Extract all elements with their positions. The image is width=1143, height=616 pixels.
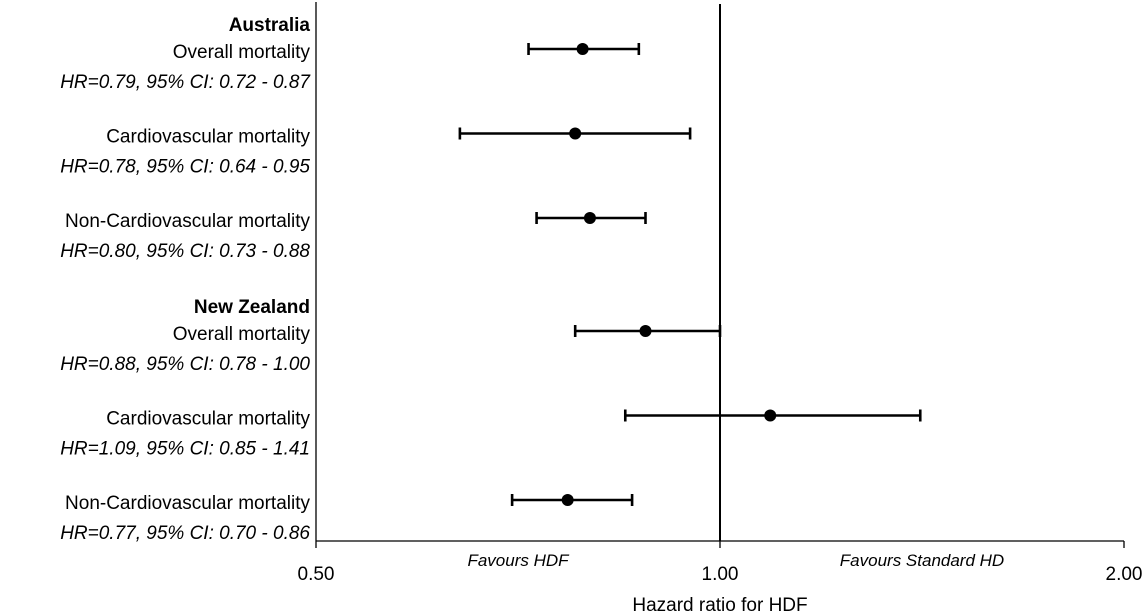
row-label: Overall mortality: [173, 324, 311, 345]
x-tick-label: 0.50: [298, 564, 335, 585]
row-labels: Australia Overall mortality HR=0.79, 95% C…: [60, 15, 311, 544]
plot-frame: [315, 2, 1124, 542]
annotation-favours-hdf: Favours HDF: [467, 551, 570, 570]
chart-marks: [458, 43, 922, 506]
hr-stat-label: HR=0.88, 95% CI: 0.78 - 1.00: [60, 354, 310, 375]
row-label: Overall mortality: [173, 42, 311, 63]
x-tick-label: 1.00: [702, 564, 739, 585]
hr-point: [583, 212, 596, 224]
x-axis-label: Hazard ratio for HDF: [632, 595, 807, 616]
hr-point: [764, 409, 777, 422]
hr-point: [569, 127, 582, 140]
hr-stat-label: HR=0.77, 95% CI: 0.70 - 0.86: [60, 523, 310, 544]
x-axis: 0.50 1.00 2.00 Favours HDF Favours Standard …: [298, 541, 1143, 616]
hr-point: [576, 43, 589, 55]
row-label: Cardiovascular mortality: [106, 127, 310, 148]
hr-stat-label: HR=1.09, 95% CI: 0.85 - 1.41: [60, 439, 310, 460]
hr-point: [639, 325, 652, 337]
group-heading: New Zealand: [194, 297, 310, 318]
x-tick-label: 2.00: [1106, 564, 1143, 585]
hr-point: [561, 494, 574, 506]
hr-stat-label: HR=0.79, 95% CI: 0.72 - 0.87: [60, 72, 311, 93]
group-heading: Australia: [229, 15, 311, 36]
row-label: Cardiovascular mortality: [106, 409, 310, 430]
row-label: Non-Cardiovascular mortality: [65, 493, 310, 514]
hr-stat-label: HR=0.80, 95% CI: 0.73 - 0.88: [60, 241, 310, 262]
hr-stat-label: HR=0.78, 95% CI: 0.64 - 0.95: [60, 157, 310, 178]
annotation-favours-standard-hd: Favours Standard HD: [840, 551, 1004, 570]
row-label: Non-Cardiovascular mortality: [65, 211, 310, 232]
